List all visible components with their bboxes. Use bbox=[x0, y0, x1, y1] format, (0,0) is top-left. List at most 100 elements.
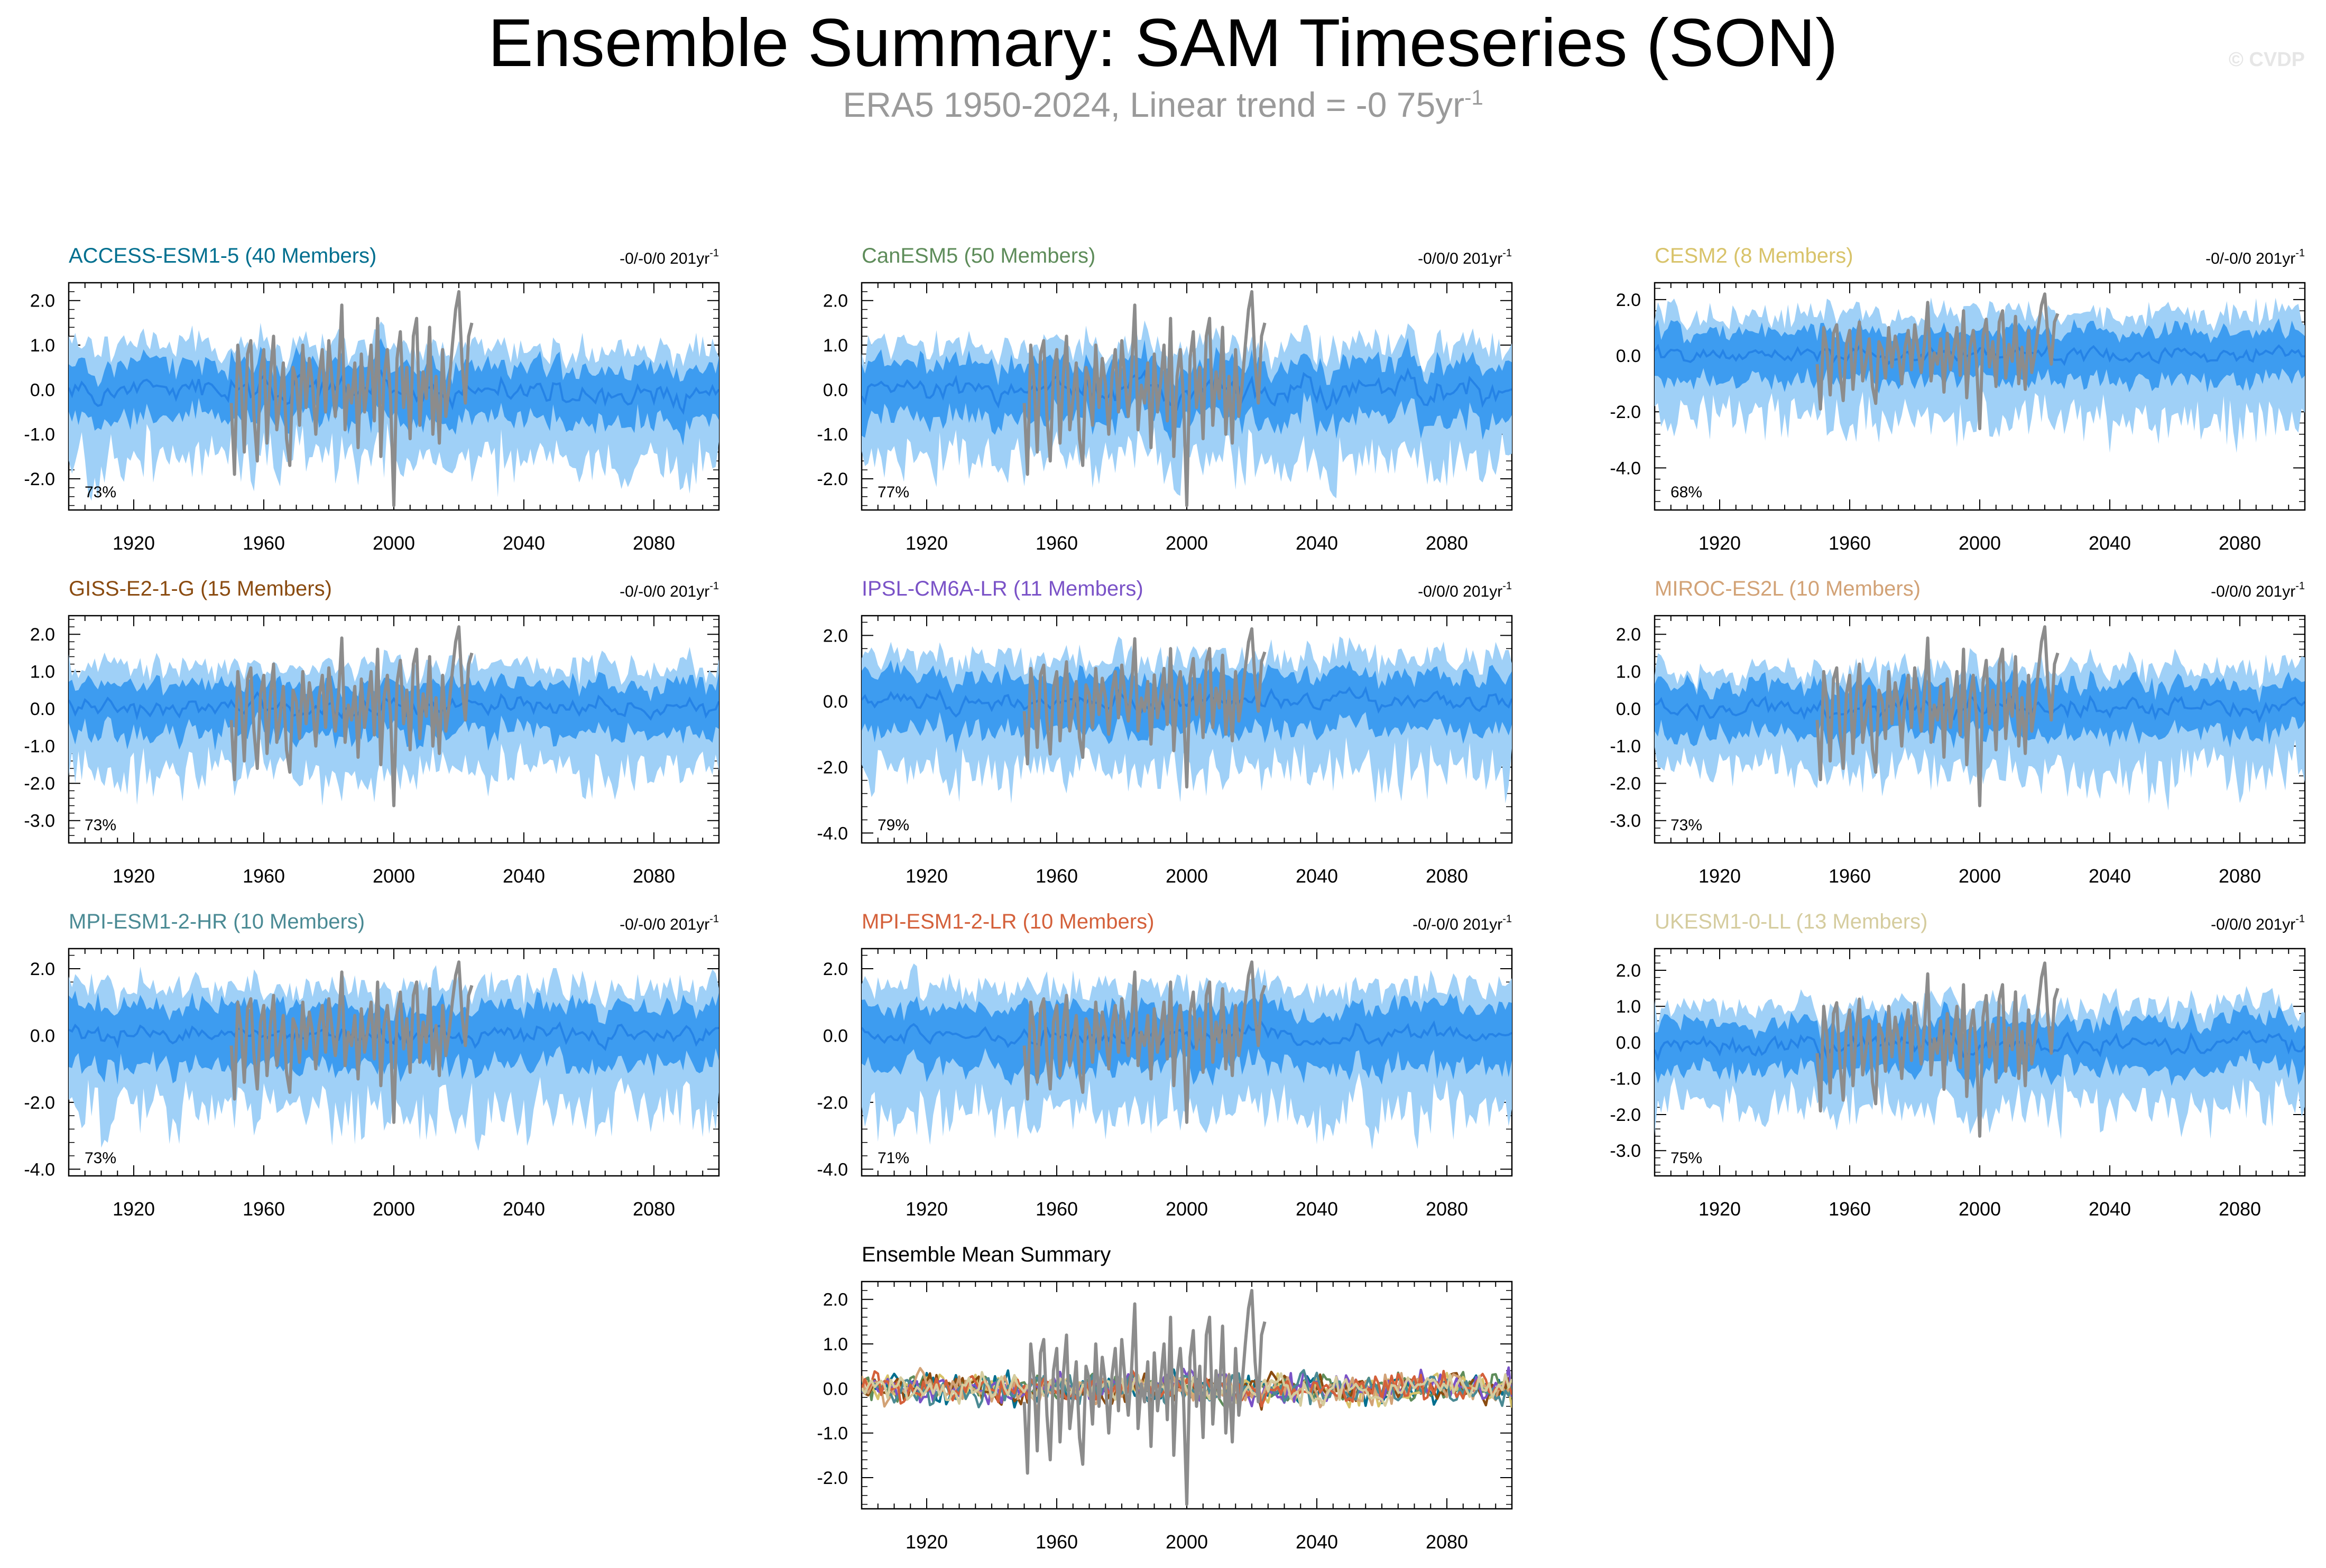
x-tick-label: 2000 bbox=[1166, 865, 1208, 887]
y-tick-label: 0.0 bbox=[1616, 1033, 1641, 1053]
plot-area bbox=[69, 625, 719, 808]
x-tick-label: 1960 bbox=[1829, 865, 1871, 887]
observed-line bbox=[1815, 961, 2060, 1138]
y-tick-label: 2.0 bbox=[823, 291, 848, 311]
trend-label: -0/-0/0 201yr-1 bbox=[620, 247, 719, 267]
y-tick-label: 1.0 bbox=[823, 336, 848, 356]
y-tick-label: -4.0 bbox=[24, 1159, 55, 1180]
trend-exponent: -1 bbox=[709, 913, 719, 925]
x-tick-label: 1920 bbox=[1699, 532, 1741, 554]
y-tick-label: 0.0 bbox=[30, 699, 55, 719]
ensemble-mean-line bbox=[1655, 690, 2305, 723]
trend-exponent: -1 bbox=[2295, 913, 2305, 925]
x-tick-label: 1960 bbox=[1036, 1531, 1078, 1553]
trend-label: -0/-0/0 201yr-1 bbox=[620, 913, 719, 933]
observed-line bbox=[229, 625, 474, 808]
ensemble-mean-line bbox=[862, 1371, 1512, 1408]
x-tick-label: 1920 bbox=[906, 1198, 948, 1220]
y-tick-label: 1.0 bbox=[1616, 997, 1641, 1017]
y-tick-label: -2.0 bbox=[817, 758, 848, 778]
plot-area bbox=[862, 627, 1512, 804]
y-tick-label: -2.0 bbox=[1610, 774, 1641, 794]
y-tick-label: 2.0 bbox=[30, 291, 55, 311]
x-tick-label: 2040 bbox=[2089, 532, 2131, 554]
x-tick-label: 1920 bbox=[906, 532, 948, 554]
x-tick-label: 2040 bbox=[2089, 1198, 2131, 1220]
x-tick-label: 2080 bbox=[633, 1198, 675, 1220]
y-tick-label: 2.0 bbox=[30, 959, 55, 979]
panel-title: MIROC-ES2L (10 Members) bbox=[1655, 577, 1921, 600]
plot-area bbox=[862, 1288, 1512, 1506]
observed-line bbox=[229, 960, 474, 1124]
x-tick-label: 2040 bbox=[1296, 1531, 1338, 1553]
trend-label: -0/-0/0 201yr-1 bbox=[1413, 913, 1512, 933]
panel-canesm5: 1920 1960 2000 2040 2080 2.0 1.0 0.0 -1.0 -2.0 Can… bbox=[817, 244, 1513, 554]
x-tick-label: 2040 bbox=[1296, 532, 1338, 554]
x-tick-label: 2080 bbox=[633, 532, 675, 554]
x-tick-label: 2040 bbox=[2089, 865, 2131, 887]
panel-access-esm1-5: 1920 1960 2000 2040 2080 2.0 1.0 0.0 -1.0 -2.0 ACC… bbox=[24, 244, 720, 554]
y-tick-label: 0.0 bbox=[1616, 346, 1641, 366]
panel-title: CESM2 (8 Members) bbox=[1655, 244, 1853, 267]
trend-label: -0/-0/0 201yr-1 bbox=[2205, 247, 2305, 267]
panel-title: MPI-ESM1-2-HR (10 Members) bbox=[69, 910, 365, 933]
x-tick-label: 2080 bbox=[2219, 1198, 2261, 1220]
y-tick-label: 0.0 bbox=[823, 692, 848, 712]
y-tick-label: -1.0 bbox=[24, 737, 55, 757]
x-tick-label: 1960 bbox=[1829, 1198, 1871, 1220]
trend-exponent: -1 bbox=[1502, 247, 1512, 259]
x-tick-label: 2000 bbox=[373, 1198, 415, 1220]
x-tick-label: 1920 bbox=[1699, 865, 1741, 887]
x-tick-label: 2080 bbox=[2219, 865, 2261, 887]
trend-exponent: -1 bbox=[1502, 580, 1512, 592]
subtitle-text: ERA5 1950-2024, Linear trend = -0 75yr bbox=[843, 85, 1465, 124]
panel-miroc-es2l: 1920 1960 2000 2040 2080 2.0 1.0 0.0 -1.0 -2.0 -3.… bbox=[1610, 577, 2306, 887]
plot-area bbox=[862, 290, 1512, 507]
y-tick-label: -2.0 bbox=[817, 1093, 848, 1113]
observed-line bbox=[1022, 960, 1267, 1124]
x-tick-label: 2040 bbox=[503, 1198, 545, 1220]
y-tick-label: -2.0 bbox=[24, 469, 55, 489]
y-tick-label: 2.0 bbox=[30, 625, 55, 645]
trend-exponent: -1 bbox=[2295, 247, 2305, 259]
trend-exponent: -1 bbox=[1502, 913, 1512, 925]
x-tick-label: 2000 bbox=[373, 865, 415, 887]
x-tick-label: 2000 bbox=[1959, 532, 2001, 554]
y-tick-label: 2.0 bbox=[823, 1290, 848, 1310]
x-tick-label: 1960 bbox=[1036, 1198, 1078, 1220]
y-tick-label: -1.0 bbox=[817, 425, 848, 445]
panel-title: UKESM1-0-LL (13 Members) bbox=[1655, 910, 1927, 933]
panel-ensemble-mean-summary: 1920 1960 2000 2040 2080 2.0 1.0 0.0 -1.0 -2.0 Ens… bbox=[817, 1243, 1513, 1553]
y-tick-label: 1.0 bbox=[823, 1334, 848, 1354]
panel-title: GISS-E2-1-G (15 Members) bbox=[69, 577, 332, 600]
observed-line bbox=[1815, 292, 2060, 430]
plot-area bbox=[1655, 625, 2305, 811]
plot-area bbox=[1655, 961, 2305, 1139]
percent-label: 75% bbox=[1670, 1149, 1702, 1167]
x-tick-label: 1920 bbox=[113, 532, 155, 554]
x-tick-label: 1960 bbox=[1036, 865, 1078, 887]
x-tick-label: 2080 bbox=[2219, 532, 2261, 554]
y-tick-label: -1.0 bbox=[1610, 1069, 1641, 1089]
ensemble-mean-line bbox=[862, 685, 1512, 718]
x-tick-label: 2000 bbox=[1959, 865, 2001, 887]
x-tick-label: 1960 bbox=[1829, 532, 1871, 554]
x-tick-label: 2080 bbox=[1426, 1531, 1468, 1553]
credit-watermark: © CVDP bbox=[2228, 49, 2305, 71]
y-tick-label: 0.0 bbox=[823, 380, 848, 400]
ensemble-mean-line bbox=[69, 1021, 719, 1051]
ensemble-mean-line bbox=[69, 369, 719, 415]
y-tick-label: 1.0 bbox=[30, 336, 55, 356]
y-tick-label: -4.0 bbox=[817, 823, 848, 843]
y-tick-label: -1.0 bbox=[1610, 737, 1641, 757]
observed-line bbox=[1022, 627, 1267, 789]
panel-cesm2: 1920 1960 2000 2040 2080 2.0 0.0 -2.0 -4.0 CESM2 … bbox=[1610, 244, 2306, 554]
y-tick-label: -3.0 bbox=[1610, 1141, 1641, 1161]
panel-title: IPSL-CM6A-LR (11 Members) bbox=[862, 577, 1143, 600]
x-tick-label: 2040 bbox=[1296, 865, 1338, 887]
y-tick-label: -1.0 bbox=[817, 1424, 848, 1444]
x-tick-label: 1920 bbox=[1699, 1198, 1741, 1220]
plot-area bbox=[1655, 292, 2305, 453]
panel-ukesm1-0-ll: 1920 1960 2000 2040 2080 2.0 1.0 0.0 -1.0 -2.0 -3.… bbox=[1610, 910, 2306, 1220]
observed-line bbox=[229, 290, 474, 507]
